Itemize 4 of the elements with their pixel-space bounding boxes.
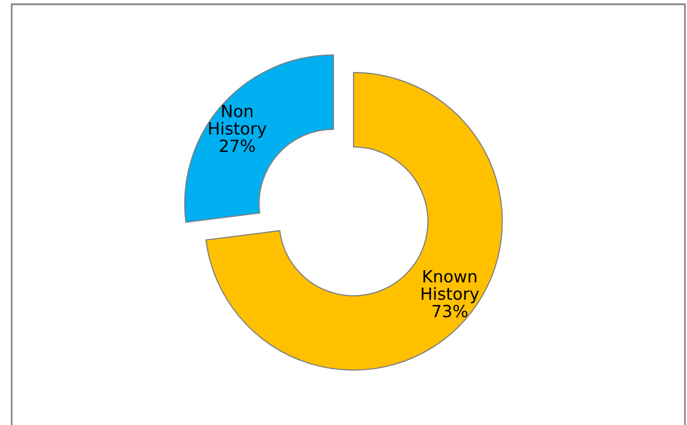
data-label: 27% <box>220 139 255 152</box>
slice-label: Non History <box>209 104 266 138</box>
data-label: 73% <box>432 304 468 318</box>
slice-label: Known History <box>422 270 479 304</box>
